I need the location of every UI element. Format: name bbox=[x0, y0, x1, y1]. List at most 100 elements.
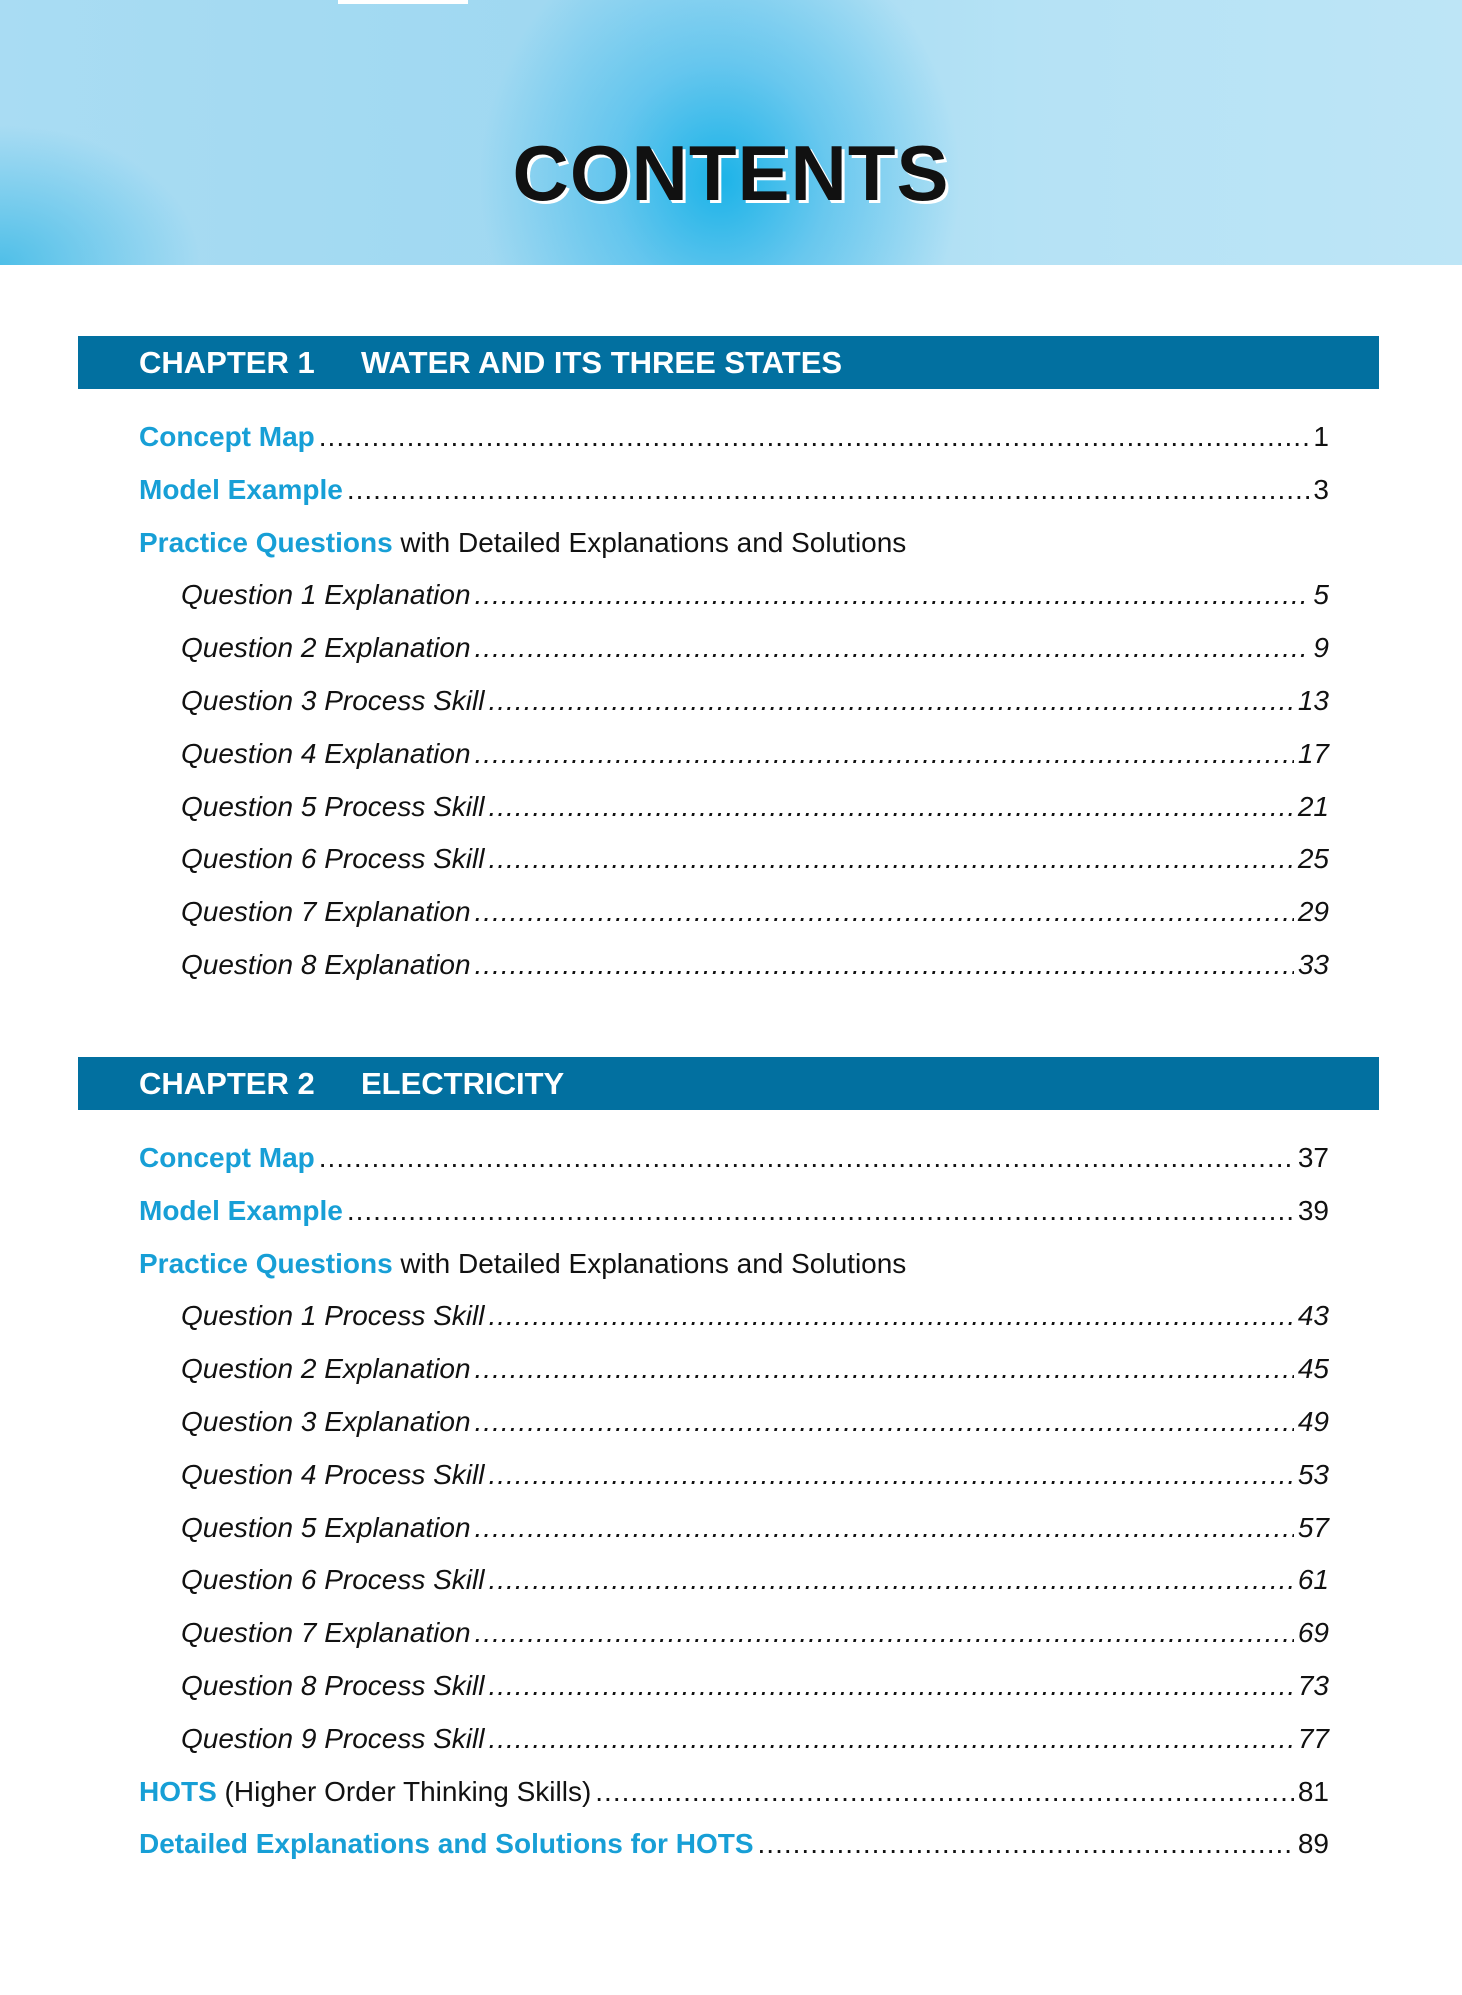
page-number: 29 bbox=[1297, 896, 1329, 928]
toc-entry-question[interactable]: Question 1 Explanation 5 bbox=[181, 575, 1329, 615]
page-number: 53 bbox=[1297, 1458, 1329, 1490]
dot-leader bbox=[475, 1613, 1294, 1653]
entry-label: Question 5 Explanation bbox=[181, 1511, 471, 1543]
dot-leader bbox=[319, 417, 1310, 457]
toc-entry-question[interactable]: Question 3 Explanation 49 bbox=[181, 1402, 1329, 1442]
toc-entry-question[interactable]: Question 5 Process Skill 21 bbox=[181, 787, 1329, 827]
toc-entry-question[interactable]: Question 9 Process Skill 77 bbox=[181, 1719, 1329, 1759]
toc-entry-concept-map[interactable]: Concept Map 37 bbox=[139, 1138, 1329, 1178]
toc-entry-question[interactable]: Question 7 Explanation 29 bbox=[181, 892, 1329, 932]
dot-leader bbox=[488, 1455, 1293, 1495]
dot-leader bbox=[488, 681, 1293, 721]
entry-label: Question 2 Explanation bbox=[181, 632, 471, 664]
page-number: 25 bbox=[1297, 843, 1329, 875]
toc-entry-concept-map[interactable]: Concept Map 1 bbox=[139, 417, 1329, 457]
entry-suffix: (Higher Order Thinking Skills) bbox=[216, 1775, 592, 1807]
page-number: 69 bbox=[1297, 1617, 1329, 1649]
entry-label: Question 8 Process Skill bbox=[181, 1670, 485, 1701]
dot-leader bbox=[758, 1824, 1294, 1864]
page-number: 1 bbox=[1313, 421, 1329, 452]
dot-leader bbox=[488, 1719, 1293, 1759]
entry-label: Practice Questions bbox=[139, 526, 393, 558]
chapter-number: CHAPTER 2 bbox=[139, 1066, 315, 1101]
page-number: 49 bbox=[1297, 1406, 1329, 1437]
dot-leader bbox=[475, 575, 1310, 615]
entry-label: Question 9 Process Skill bbox=[181, 1722, 485, 1754]
chapter-title: ELECTRICITY bbox=[361, 1066, 565, 1101]
page-number: 73 bbox=[1297, 1670, 1329, 1701]
entry-label: Question 4 Explanation bbox=[181, 737, 471, 769]
chapter-number: CHAPTER 1 bbox=[139, 345, 315, 380]
entry-label: Question 3 Process Skill bbox=[181, 685, 485, 716]
page-number: 9 bbox=[1313, 632, 1329, 664]
dot-leader bbox=[475, 734, 1294, 774]
toc-entry-question[interactable]: Question 8 Process Skill 73 bbox=[181, 1666, 1329, 1706]
dot-leader bbox=[475, 628, 1310, 668]
entry-label: Model Example bbox=[139, 1194, 343, 1226]
toc-entry-question[interactable]: Question 4 Explanation 17 bbox=[181, 734, 1329, 774]
page-number: 33 bbox=[1297, 949, 1329, 980]
page-number: 5 bbox=[1313, 579, 1329, 611]
entry-suffix: with Detailed Explanations and Solutions bbox=[392, 1247, 907, 1279]
dot-leader bbox=[319, 1138, 1294, 1178]
chapter-header: CHAPTER 1 WATER AND ITS THREE STATES bbox=[78, 336, 1379, 389]
entry-label: Model Example bbox=[139, 473, 343, 505]
entry-label: Concept Map bbox=[139, 421, 315, 452]
entry-label: Question 6 Process Skill bbox=[181, 843, 485, 875]
dot-leader bbox=[475, 1349, 1294, 1389]
dot-leader bbox=[475, 1508, 1294, 1548]
entry-label: Question 7 Explanation bbox=[181, 1617, 471, 1649]
page-number: 45 bbox=[1297, 1353, 1329, 1385]
page-number: 37 bbox=[1297, 1142, 1329, 1173]
dot-leader bbox=[488, 839, 1293, 879]
entry-label: Concept Map bbox=[139, 1142, 315, 1173]
toc-entry-model-example[interactable]: Model Example 39 bbox=[139, 1191, 1329, 1231]
page-number: 77 bbox=[1297, 1722, 1329, 1754]
entry-label: HOTS bbox=[139, 1775, 217, 1807]
toc-entry-question[interactable]: Question 8 Explanation 33 bbox=[181, 945, 1329, 985]
entry-label: Question 8 Explanation bbox=[181, 949, 471, 980]
entry-label: Question 7 Explanation bbox=[181, 896, 471, 928]
page-number: 89 bbox=[1297, 1828, 1329, 1860]
toc-entry-hots-solutions[interactable]: Detailed Explanations and Solutions for … bbox=[139, 1824, 1329, 1864]
chapter-header: CHAPTER 2 ELECTRICITY bbox=[78, 1057, 1379, 1110]
toc-entry-question[interactable]: Question 4 Process Skill 53 bbox=[181, 1455, 1329, 1495]
toc-entry-model-example[interactable]: Model Example 3 bbox=[139, 470, 1329, 510]
toc-entry-question[interactable]: Question 2 Explanation 45 bbox=[181, 1349, 1329, 1389]
toc-entry-question[interactable]: Question 1 Process Skill 43 bbox=[181, 1296, 1329, 1336]
dot-leader bbox=[488, 1560, 1293, 1600]
dot-leader bbox=[347, 1191, 1294, 1231]
toc-entry-hots[interactable]: HOTS (Higher Order Thinking Skills) 81 bbox=[139, 1772, 1329, 1812]
toc-entry-practice-questions[interactable]: Practice Questions with Detailed Explana… bbox=[139, 523, 1329, 563]
page-number: 61 bbox=[1297, 1564, 1329, 1596]
chapter-title: WATER AND ITS THREE STATES bbox=[361, 345, 843, 380]
toc-entry-question[interactable]: Question 2 Explanation 9 bbox=[181, 628, 1329, 668]
toc-entry-practice-questions[interactable]: Practice Questions with Detailed Explana… bbox=[139, 1244, 1329, 1284]
dot-leader bbox=[475, 1402, 1294, 1442]
page-number: 3 bbox=[1313, 473, 1329, 505]
toc-entry-question[interactable]: Question 6 Process Skill 25 bbox=[181, 839, 1329, 879]
dot-leader bbox=[347, 470, 1310, 510]
entry-label: Practice Questions bbox=[139, 1247, 393, 1279]
toc-entry-question[interactable]: Question 5 Explanation 57 bbox=[181, 1508, 1329, 1548]
dot-leader bbox=[488, 787, 1293, 827]
toc-entry-question[interactable]: Question 3 Process Skill 13 bbox=[181, 681, 1329, 721]
page-number: 43 bbox=[1297, 1300, 1329, 1332]
entry-label: Detailed Explanations and Solutions for … bbox=[139, 1828, 754, 1860]
dot-leader bbox=[595, 1772, 1294, 1812]
page-number: 21 bbox=[1297, 790, 1329, 822]
header-banner: CONTENTS bbox=[0, 0, 1462, 265]
entry-label: Question 3 Explanation bbox=[181, 1406, 471, 1437]
toc-entry-question[interactable]: Question 6 Process Skill 61 bbox=[181, 1560, 1329, 1600]
dot-leader bbox=[488, 1296, 1293, 1336]
dot-leader bbox=[475, 945, 1294, 985]
entry-label: Question 2 Explanation bbox=[181, 1353, 471, 1385]
page-number: 13 bbox=[1297, 685, 1329, 716]
dot-leader bbox=[475, 892, 1294, 932]
entry-suffix: with Detailed Explanations and Solutions bbox=[392, 526, 907, 558]
entry-label: Question 1 Process Skill bbox=[181, 1300, 485, 1332]
page-number: 57 bbox=[1297, 1511, 1329, 1543]
entry-label: Question 1 Explanation bbox=[181, 579, 471, 611]
toc-entry-question[interactable]: Question 7 Explanation 69 bbox=[181, 1613, 1329, 1653]
entry-label: Question 4 Process Skill bbox=[181, 1458, 485, 1490]
